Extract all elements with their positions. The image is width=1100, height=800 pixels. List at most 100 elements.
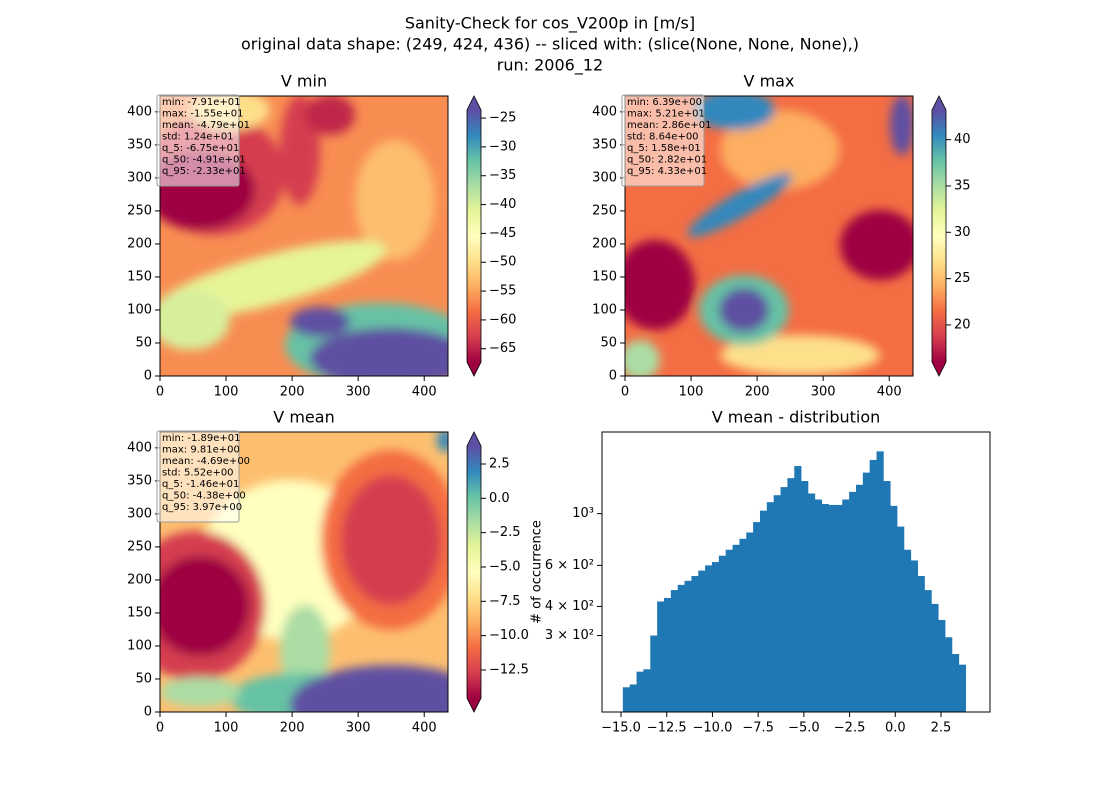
- bar: [855, 484, 864, 712]
- bar: [725, 549, 733, 712]
- bar: [917, 576, 925, 712]
- bar: [650, 635, 658, 712]
- colorbar-extend: [467, 96, 481, 110]
- stats-box: [156, 94, 240, 187]
- y-tick-label: 100: [127, 638, 152, 653]
- colorbar-tick-label: −30: [489, 139, 516, 154]
- x-tick-label: 400: [412, 385, 437, 400]
- x-tick-label: 0: [156, 721, 164, 736]
- colorbar-extend: [932, 96, 946, 110]
- y-tick-label: 200: [127, 572, 152, 587]
- bar: [718, 555, 726, 712]
- bar: [684, 580, 692, 712]
- stats-text: min: -7.91e+01: [162, 97, 241, 108]
- bar: [938, 619, 946, 712]
- y-tick-label: 350: [127, 137, 152, 152]
- y-tick-label: 200: [127, 236, 152, 251]
- bar: [766, 502, 774, 712]
- stats-text: mean: 2.86e+01: [627, 120, 711, 131]
- stats-text: min: 6.39e+00: [627, 97, 702, 108]
- y-tick-label: 10³: [572, 506, 594, 521]
- colorbar-tick-label: 0.0: [489, 491, 510, 506]
- colorbar: [467, 110, 481, 362]
- colorbar-outline: [466, 95, 482, 377]
- y-tick-label: 150: [127, 269, 152, 284]
- colorbar-tick-label: 30: [954, 225, 971, 240]
- x-tick-label: −5.0: [788, 721, 820, 736]
- axes-title: V mean: [273, 408, 334, 427]
- bar: [869, 459, 877, 712]
- y-tick-label: 250: [127, 203, 152, 218]
- bar: [780, 487, 788, 712]
- y-axis-label: # of occurrence: [530, 520, 545, 624]
- axes-title: V mean - distribution: [712, 408, 881, 427]
- bar: [842, 499, 850, 712]
- y-tick-label: 3 × 10²: [545, 628, 594, 643]
- x-tick-label: −12.5: [647, 721, 687, 736]
- bar: [739, 538, 747, 712]
- bar: [657, 601, 665, 712]
- x-tick-label: 100: [214, 385, 239, 400]
- suptitle: Sanity-Check for cos_V200p in [m/s]: [405, 14, 695, 34]
- x-tick-label: 300: [346, 721, 371, 736]
- colorbar-extend: [467, 362, 481, 376]
- x-tick-label: 300: [811, 385, 836, 400]
- colorbar-tick-label: −40: [489, 197, 516, 212]
- bar: [897, 526, 905, 712]
- axes-title: V max: [744, 72, 795, 91]
- x-tick-label: −10.0: [693, 721, 733, 736]
- bar: [753, 522, 761, 712]
- colorbar-tick-label: −5.0: [489, 559, 521, 574]
- stats-text: min: -1.89e+01: [162, 433, 241, 444]
- x-tick-label: −7.5: [742, 721, 774, 736]
- stats-text: max: 5.21e+01: [627, 109, 705, 120]
- bar: [677, 584, 685, 712]
- bar: [787, 478, 795, 712]
- colorbar-tick-label: −35: [489, 168, 516, 183]
- y-tick-label: 150: [592, 269, 617, 284]
- colorbar-tick-label: 35: [954, 178, 971, 193]
- stats-text: q_50: 2.82e+01: [627, 155, 707, 166]
- colorbar: [932, 110, 946, 362]
- stats-text: q_50: -4.91e+01: [162, 155, 246, 166]
- bar: [890, 505, 898, 712]
- bar: [849, 491, 857, 712]
- colorbar-tick-label: −10.0: [489, 628, 529, 643]
- axes-title: V min: [281, 72, 327, 91]
- bar: [945, 637, 953, 712]
- bar: [807, 493, 816, 712]
- bar: [883, 481, 891, 712]
- stats-text: q_50: -4.38e+00: [162, 491, 246, 502]
- y-tick-label: 4 × 10²: [545, 599, 594, 614]
- x-tick-label: 400: [412, 721, 437, 736]
- bar: [691, 576, 699, 712]
- y-tick-label: 300: [127, 506, 152, 521]
- bar: [924, 590, 932, 712]
- suptitle: original data shape: (249, 424, 436) -- …: [241, 35, 859, 54]
- bar: [759, 510, 768, 712]
- colorbar-tick-label: 25: [954, 271, 971, 286]
- colorbar-outline: [466, 431, 482, 713]
- colorbar-extend: [467, 698, 481, 712]
- stats-text: mean: -4.79e+01: [162, 120, 250, 131]
- y-tick-label: 100: [127, 302, 152, 317]
- stats-text: max: -1.55e+01: [162, 109, 243, 120]
- y-tick-label: 0: [144, 705, 152, 720]
- colorbar-tick-label: −2.5: [489, 525, 521, 540]
- y-tick-label: 200: [592, 236, 617, 251]
- colorbar-tick-label: 40: [954, 132, 971, 147]
- y-tick-label: 350: [127, 473, 152, 488]
- bar: [801, 481, 809, 712]
- y-tick-label: 150: [127, 605, 152, 620]
- stats-text: mean: -4.69e+00: [162, 456, 250, 467]
- stats-text: std: 8.64e+00: [627, 132, 699, 143]
- x-tick-label: 100: [679, 385, 704, 400]
- bar: [629, 684, 637, 712]
- colorbar-extend: [932, 362, 946, 376]
- colorbar-tick-label: −60: [489, 312, 516, 327]
- colorbar-tick-label: 2.5: [489, 456, 510, 471]
- stats-text: q_5: 1.58e+01: [627, 143, 701, 154]
- x-tick-label: 200: [280, 721, 305, 736]
